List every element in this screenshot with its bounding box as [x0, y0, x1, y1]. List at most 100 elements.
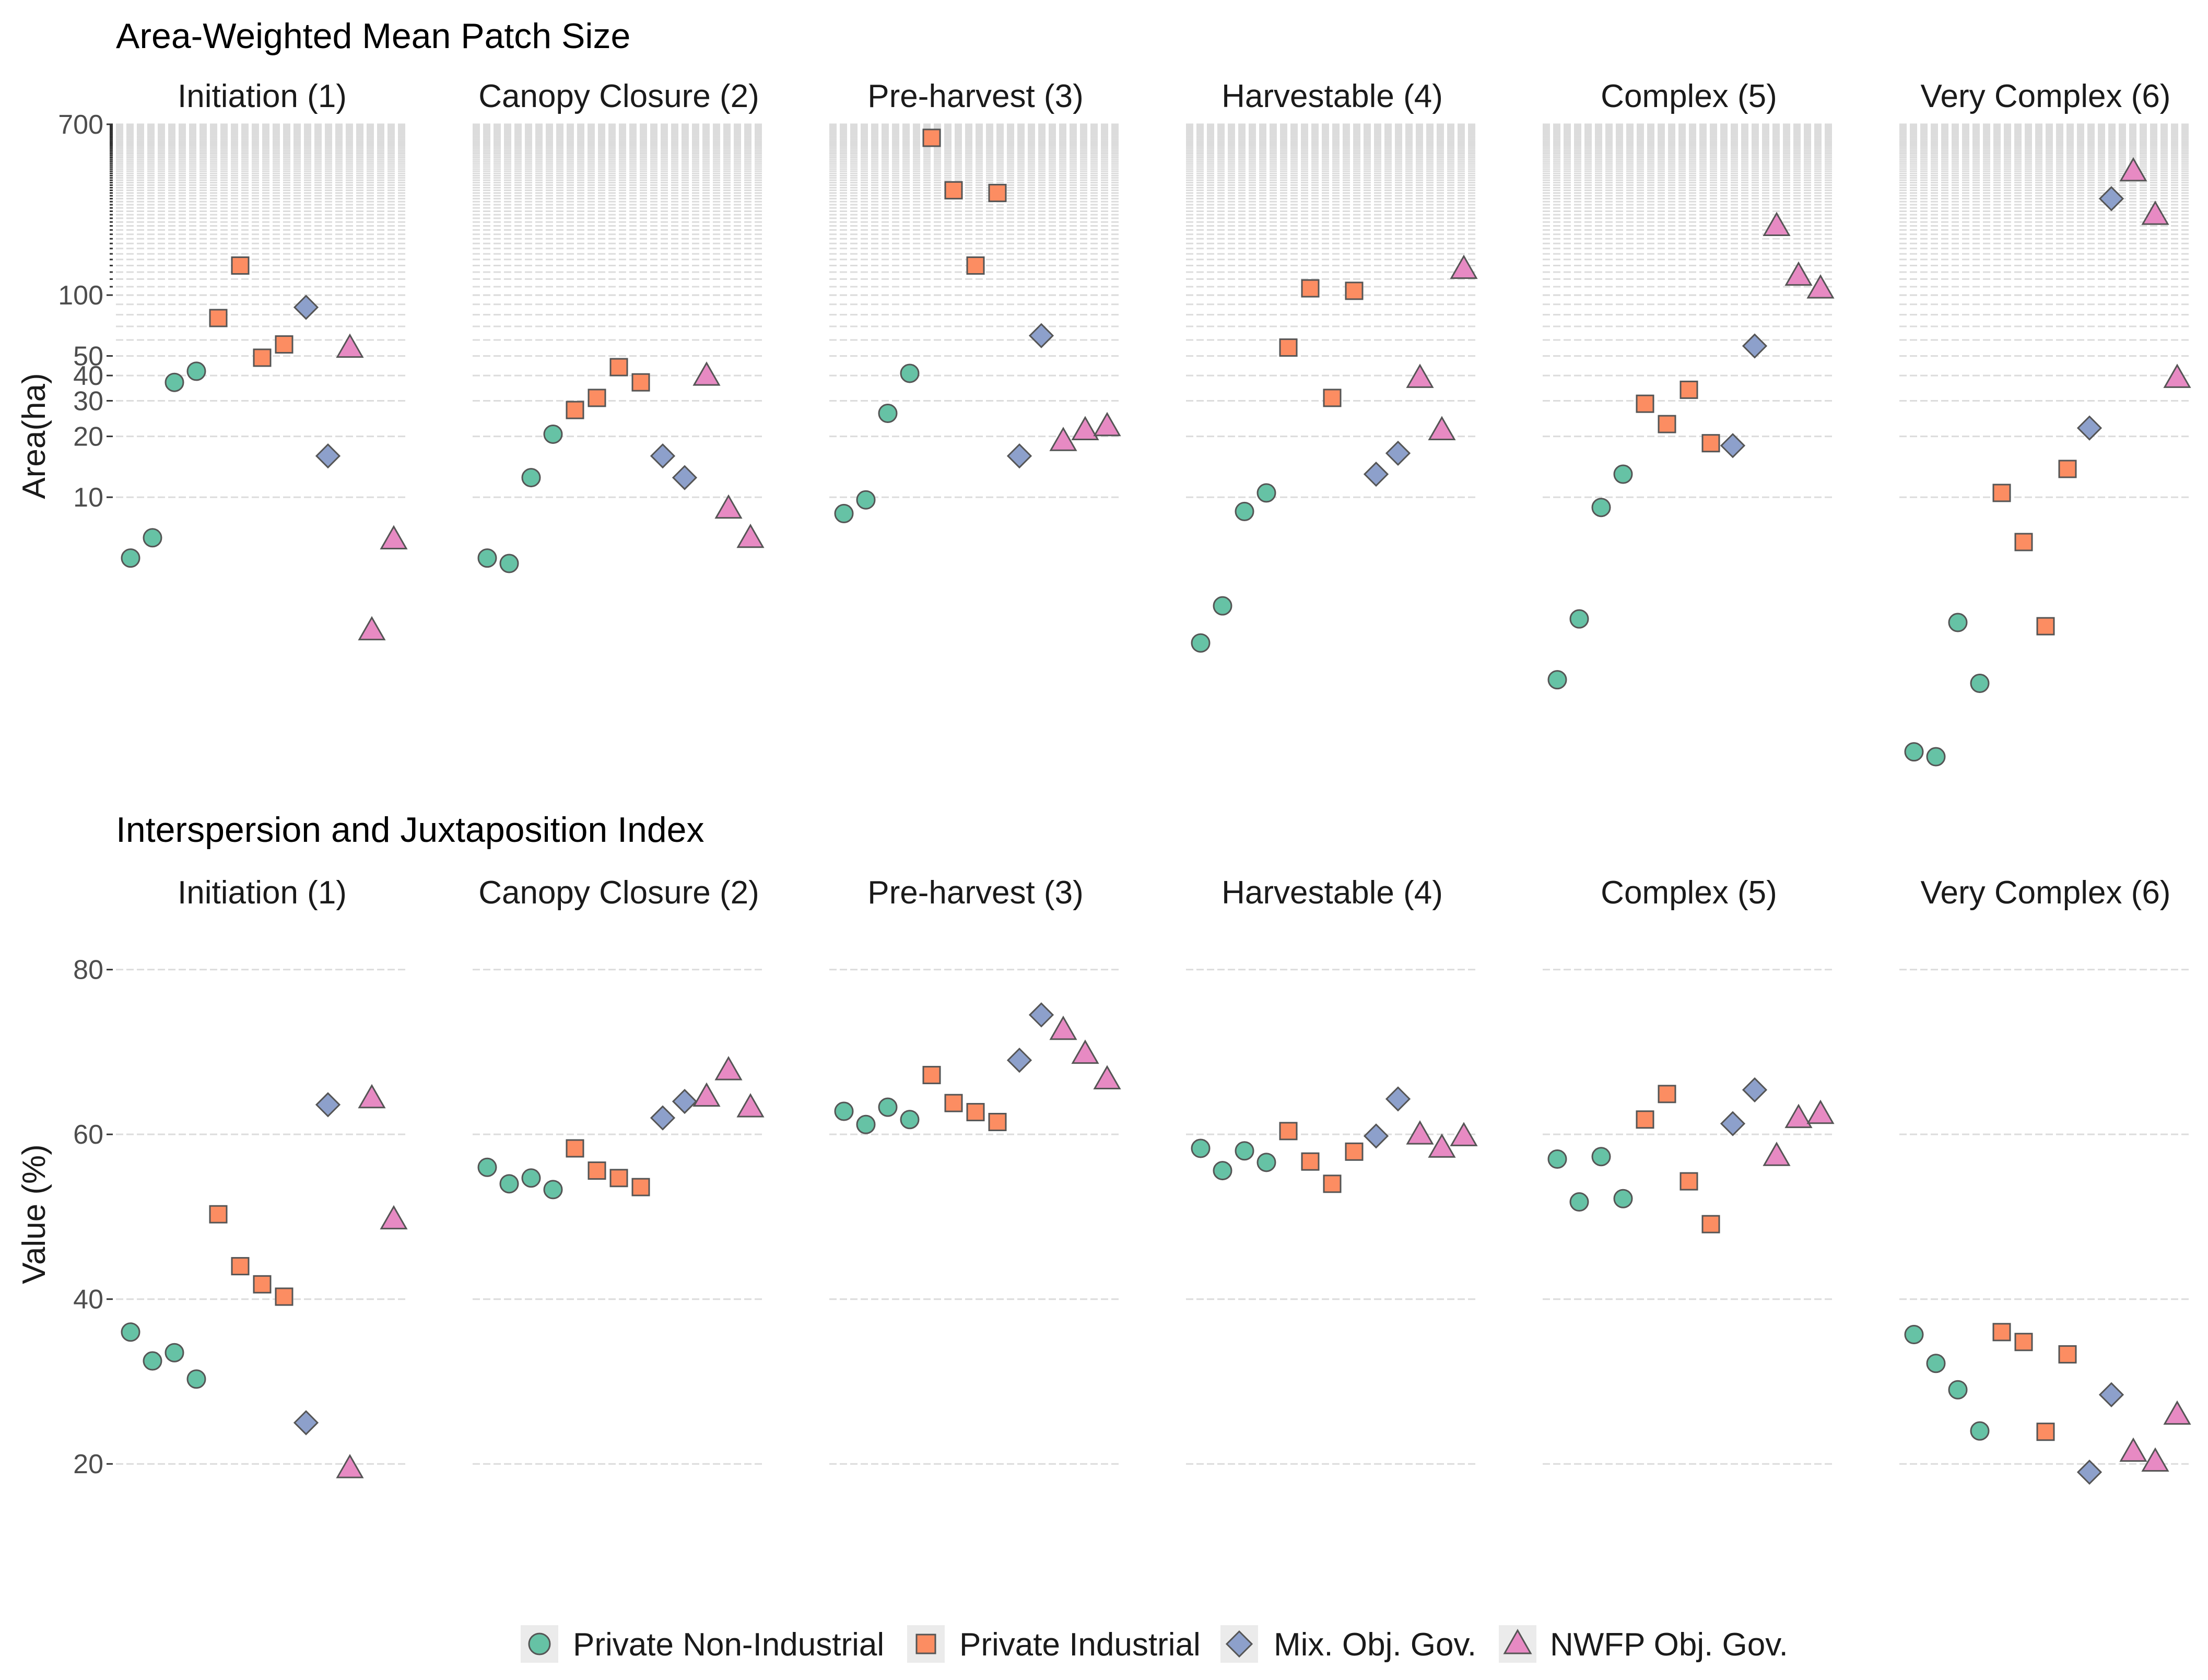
- facet-strip-label: Harvestable (4): [1222, 78, 1443, 114]
- data-point-mix-obj-gov: [672, 1088, 698, 1114]
- data-point-private-non-industrial: [900, 1110, 920, 1130]
- data-point-nwfp-obj-gov: [1428, 1133, 1456, 1158]
- top-y-axis-label: Area(ha): [16, 373, 52, 499]
- data-point-mix-obj-gov: [2076, 415, 2103, 441]
- y-tick-label: 10: [73, 483, 103, 513]
- facet-strip-label: Canopy Closure (2): [478, 875, 759, 911]
- facet-strip-label: Canopy Closure (2): [478, 78, 759, 114]
- data-point-private-industrial: [1301, 279, 1320, 298]
- data-point-private-industrial: [966, 1103, 985, 1122]
- data-point-mix-obj-gov: [650, 443, 676, 469]
- data-point-private-industrial: [1992, 1323, 2011, 1342]
- data-point-mix-obj-gov: [1720, 433, 1746, 459]
- data-point-private-non-industrial: [1613, 464, 1633, 484]
- data-point-nwfp-obj-gov: [736, 523, 765, 548]
- data-point-nwfp-obj-gov: [2119, 1437, 2147, 1462]
- data-point-private-non-industrial: [1948, 1380, 1968, 1400]
- data-point-private-non-industrial: [521, 468, 541, 488]
- data-point-private-non-industrial: [165, 372, 184, 392]
- data-point-mix-obj-gov: [650, 1105, 676, 1131]
- data-point-private-industrial: [1992, 484, 2011, 502]
- data-point-private-non-industrial: [186, 1369, 206, 1389]
- legend-diamond-icon: [1225, 1630, 1253, 1658]
- data-point-private-non-industrial: [900, 363, 920, 383]
- y-tick-label: 40: [73, 361, 103, 391]
- legend-label-private-non-industrial: Private Non-Industrial: [573, 1627, 884, 1663]
- facet-strip-label: Complex (5): [1601, 875, 1777, 911]
- y-tick-label: 700: [58, 110, 103, 140]
- data-point-mix-obj-gov: [1720, 1111, 1746, 1136]
- data-point-private-non-industrial: [543, 424, 563, 444]
- data-point-private-non-industrial: [477, 1157, 497, 1177]
- data-point-private-industrial: [253, 348, 272, 367]
- data-point-private-non-industrial: [543, 1180, 563, 1200]
- data-point-nwfp-obj-gov: [1784, 1103, 1813, 1129]
- data-point-private-industrial: [1701, 434, 1720, 453]
- data-point-mix-obj-gov: [1385, 1086, 1411, 1112]
- legend-label-private-industrial: Private Industrial: [959, 1627, 1201, 1663]
- data-point-private-industrial: [209, 1205, 228, 1224]
- data-point-mix-obj-gov: [315, 1092, 341, 1118]
- data-point-private-industrial: [922, 128, 941, 147]
- data-point-private-industrial: [2058, 1345, 2077, 1364]
- data-point-private-non-industrial: [121, 1322, 140, 1342]
- data-point-private-industrial: [631, 1178, 650, 1196]
- legend-item-private-non-industrial: Private Non-Industrial: [521, 1625, 884, 1663]
- data-point-private-non-industrial: [1569, 609, 1589, 629]
- data-point-private-industrial: [231, 256, 250, 275]
- legend-item-mix-obj-gov: Mix. Obj. Gov.: [1220, 1625, 1476, 1663]
- data-point-private-industrial: [609, 358, 628, 377]
- data-point-private-non-industrial: [1191, 1138, 1211, 1158]
- data-point-nwfp-obj-gov: [692, 1082, 721, 1107]
- data-point-private-industrial: [1658, 415, 1676, 433]
- data-point-private-non-industrial: [1235, 501, 1254, 521]
- data-point-private-industrial: [609, 1169, 628, 1188]
- data-point-private-non-industrial: [1926, 1354, 1946, 1373]
- y-tick-label: 100: [58, 280, 103, 311]
- y-tick-label: 40: [73, 1285, 103, 1315]
- data-point-private-non-industrial: [521, 1168, 541, 1188]
- bottom-data-points: [121, 1002, 2191, 1485]
- data-point-private-industrial: [253, 1275, 272, 1294]
- y-tick-label: 20: [73, 1449, 103, 1479]
- legend-triangle-icon: [1503, 1628, 1532, 1654]
- data-point-private-non-industrial: [834, 1101, 854, 1121]
- data-point-nwfp-obj-gov: [1784, 261, 1813, 286]
- data-point-private-non-industrial: [1591, 1147, 1611, 1167]
- data-point-nwfp-obj-gov: [1428, 416, 1456, 440]
- data-point-private-non-industrial: [878, 1097, 898, 1117]
- data-point-private-industrial: [588, 1161, 606, 1180]
- top-panel-title: Area-Weighted Mean Patch Size: [116, 16, 630, 56]
- data-point-private-non-industrial: [1970, 1421, 1990, 1441]
- data-point-nwfp-obj-gov: [1093, 412, 1121, 437]
- data-point-nwfp-obj-gov: [692, 361, 721, 386]
- y-tick-label: 30: [73, 386, 103, 416]
- legend-label-mix-obj-gov: Mix. Obj. Gov.: [1274, 1627, 1476, 1663]
- data-point-private-industrial: [1680, 1172, 1698, 1191]
- data-point-private-non-industrial: [1904, 742, 1924, 762]
- data-point-private-industrial: [1301, 1152, 1320, 1171]
- top-data-points: [121, 128, 2191, 767]
- facet-strip-label: Harvestable (4): [1222, 875, 1443, 911]
- data-point-private-non-industrial: [834, 503, 854, 523]
- facet-strip-label: Pre-harvest (3): [867, 875, 1083, 911]
- legend-item-nwfp-obj-gov: NWFP Obj. Gov.: [1499, 1625, 1788, 1663]
- bottom-panel-title: Interspersion and Juxtaposition Index: [116, 810, 704, 850]
- data-point-nwfp-obj-gov: [2163, 363, 2191, 388]
- data-point-private-industrial: [566, 1139, 584, 1158]
- data-point-mix-obj-gov: [2098, 186, 2124, 212]
- data-point-mix-obj-gov: [1742, 333, 1768, 359]
- data-point-private-non-industrial: [878, 404, 898, 424]
- data-point-private-industrial: [1323, 1174, 1342, 1193]
- data-point-nwfp-obj-gov: [736, 1093, 765, 1118]
- data-point-private-industrial: [231, 1257, 250, 1276]
- data-point-nwfp-obj-gov: [1763, 1142, 1791, 1166]
- data-point-private-industrial: [944, 181, 963, 199]
- data-point-private-industrial: [2014, 533, 2033, 551]
- data-point-private-non-industrial: [477, 548, 497, 568]
- data-point-private-industrial: [1345, 1142, 1364, 1161]
- data-point-mix-obj-gov: [2076, 1459, 2103, 1485]
- data-point-nwfp-obj-gov: [2141, 201, 2169, 225]
